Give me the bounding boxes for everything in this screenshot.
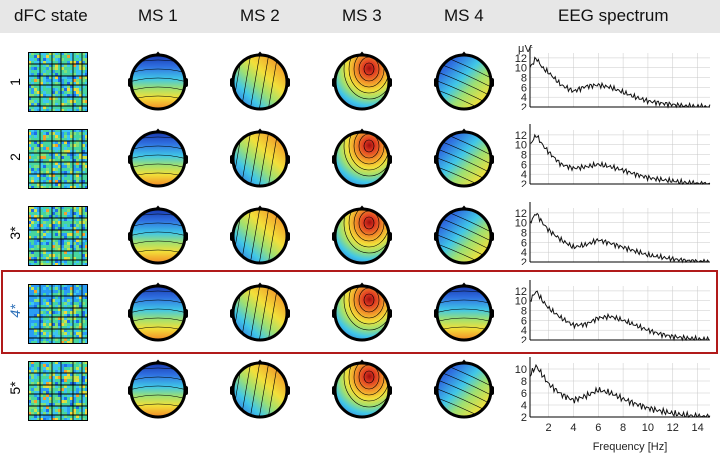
dfc-matrix-1 — [28, 52, 88, 112]
y-unit-power: 2 — [529, 45, 533, 50]
microstate-map-r3-ms4 — [434, 205, 494, 265]
y-tick-label: 2 — [521, 335, 527, 343]
y-tick-label: 12 — [515, 130, 527, 142]
dfc-matrix-5 — [28, 361, 88, 421]
y-tick-label: 6 — [521, 82, 527, 94]
y-unit-label: μV — [518, 45, 532, 55]
x-tick-label: 14 — [691, 422, 703, 434]
y-tick-label: 8 — [521, 73, 527, 85]
dfc-matrix-4 — [28, 284, 88, 344]
row-label-2: 2 — [7, 153, 23, 161]
y-tick-label: 12 — [515, 286, 527, 298]
microstate-map-r1-ms3 — [332, 51, 392, 111]
microstate-map-r1-ms4 — [434, 51, 494, 111]
x-tick-label: 2 — [546, 422, 552, 434]
y-tick-label: 8 — [521, 306, 527, 318]
y-tick-label: 4 — [521, 169, 527, 181]
microstate-map-r2-ms1 — [128, 128, 188, 188]
x-tick-label: 4 — [570, 422, 576, 434]
y-tick-label: 10 — [515, 140, 527, 152]
y-tick-label: 6 — [521, 159, 527, 171]
microstate-map-r3-ms1 — [128, 205, 188, 265]
x-tick-label: 12 — [667, 422, 679, 434]
microstate-map-r5-ms4 — [434, 359, 494, 419]
y-tick-label: 10 — [515, 364, 527, 376]
microstate-map-r5-ms1 — [128, 359, 188, 419]
microstate-map-r5-ms3 — [332, 359, 392, 419]
y-tick-label: 8 — [521, 376, 527, 388]
microstate-map-r4-ms4 — [434, 282, 494, 342]
spectrum-series-line — [529, 363, 711, 418]
y-tick-label: 10 — [515, 63, 527, 75]
header-ms1: MS 1 — [138, 6, 178, 25]
dfc-matrix-2 — [28, 129, 88, 189]
y-tick-label: 4 — [521, 325, 527, 337]
y-tick-label: 6 — [521, 388, 527, 400]
x-tick-label: 8 — [620, 422, 626, 434]
microstate-map-r1-ms1 — [128, 51, 188, 111]
y-tick-label: 10 — [515, 218, 527, 230]
microstate-map-r2-ms3 — [332, 128, 392, 188]
y-tick-label: 10 — [515, 296, 527, 308]
microstate-map-r4-ms3 — [332, 282, 392, 342]
microstate-map-r1-ms2 — [230, 51, 290, 111]
microstate-map-r4-ms2 — [230, 282, 290, 342]
y-tick-label: 12 — [515, 53, 527, 65]
header-ms4: MS 4 — [444, 6, 484, 25]
microstate-map-r3-ms3 — [332, 205, 392, 265]
header-ms3: MS 3 — [342, 6, 382, 25]
microstate-map-r5-ms2 — [230, 359, 290, 419]
y-tick-label: 8 — [521, 228, 527, 240]
row-label-1: 1 — [7, 78, 23, 86]
header-dfc-state: dFC state — [14, 6, 88, 25]
x-tick-label: 6 — [595, 422, 601, 434]
spectrum-series-line — [529, 290, 710, 342]
microstate-map-r3-ms2 — [230, 205, 290, 265]
y-tick-label: 8 — [521, 150, 527, 162]
header-ms2: MS 2 — [240, 6, 280, 25]
y-tick-label: 2 — [521, 102, 527, 110]
row-label-3: 3* — [7, 226, 23, 240]
spectrum-series-line — [529, 56, 711, 109]
y-tick-label: 4 — [521, 247, 527, 259]
microstate-map-r2-ms2 — [230, 128, 290, 188]
dfc-matrix-3 — [28, 206, 88, 266]
y-tick-label: 12 — [515, 208, 527, 220]
y-tick-label: 6 — [521, 237, 527, 249]
row-label-5: 5* — [7, 381, 23, 395]
y-tick-label: 2 — [521, 179, 527, 187]
header-eeg-spectrum: EEG spectrum — [558, 6, 669, 25]
spectrum-series-line — [529, 133, 711, 185]
header-bar: dFC state MS 1 MS 2 MS 3 MS 4 EEG spectr… — [0, 0, 720, 33]
y-tick-label: 4 — [521, 92, 527, 104]
spectrum-series-line — [529, 212, 710, 264]
microstate-map-r2-ms4 — [434, 128, 494, 188]
microstate-map-r4-ms1 — [128, 282, 188, 342]
y-tick-label: 4 — [521, 400, 527, 412]
x-tick-label: 10 — [642, 422, 654, 434]
y-tick-label: 2 — [521, 412, 527, 424]
highlight-box-state-4 — [1, 270, 718, 354]
x-axis-label: Frequency [Hz] — [592, 441, 668, 453]
y-tick-label: 2 — [521, 257, 527, 265]
y-tick-label: 6 — [521, 315, 527, 327]
